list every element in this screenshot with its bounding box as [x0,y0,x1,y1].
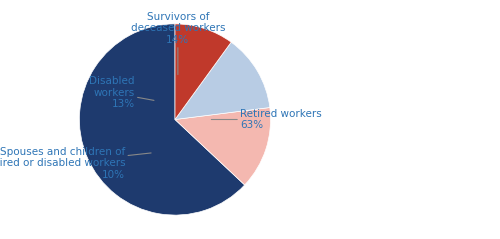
Text: Retired workers
63%: Retired workers 63% [212,109,322,130]
Wedge shape [175,108,270,185]
Text: Disabled
workers
13%: Disabled workers 13% [90,76,154,109]
Wedge shape [80,24,244,215]
Text: Spouses and children of
retired or disabled workers
10%: Spouses and children of retired or disab… [0,147,151,180]
Wedge shape [175,24,231,120]
Text: Survivors of
deceased workers
14%: Survivors of deceased workers 14% [130,12,225,75]
Wedge shape [175,42,270,120]
